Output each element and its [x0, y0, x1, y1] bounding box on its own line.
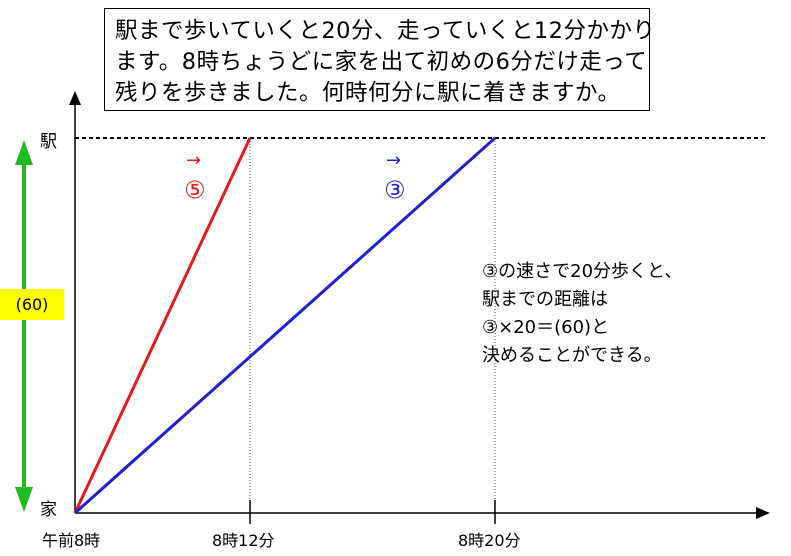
- x-axis-arrowhead: [756, 507, 770, 519]
- station-label: 駅: [40, 132, 57, 152]
- distance-arrow-top-head: [15, 140, 33, 165]
- problem-line-3: 残りを歩きました。何時何分に駅に着きますか。: [115, 80, 621, 106]
- problem-line-2: ます。8時ちょうどに家を出て初めの6分だけ走って: [115, 49, 648, 75]
- x-label-12min: 8時12分: [212, 531, 275, 550]
- problem-box: 駅まで歩いていくと20分、走っていくと12分かかり ます。8時ちょうどに家を出て…: [104, 8, 656, 111]
- walk-speed-arrow: →: [386, 150, 402, 171]
- x-label-start: 午前8時: [42, 531, 101, 550]
- home-label: 家: [40, 500, 57, 520]
- x-label-20min: 8時20分: [458, 531, 521, 550]
- explanation-line-2: 駅までの距離は: [482, 289, 608, 310]
- explanation-line-3: ③×20＝(60)と: [482, 317, 610, 338]
- explanation-line-4: 決めることができる。: [482, 345, 662, 366]
- problem-line-1: 駅まで歩いていくと20分、走っていくと12分かかり: [115, 18, 656, 44]
- walk-line: [74, 136, 496, 515]
- distance-tag: (60): [0, 289, 64, 320]
- y-axis-arrowhead: [69, 91, 81, 105]
- explanation-text: ③の速さで20分歩くと、 駅までの距離は ③×20＝(60)と 決めることができ…: [482, 258, 682, 370]
- run-speed-label: ⑤: [184, 176, 206, 204]
- walk-speed-label: ③: [384, 176, 406, 204]
- run-speed-arrow: →: [186, 150, 202, 171]
- distance-arrow-bottom-head: [15, 487, 33, 512]
- explanation-line-1: ③の速さで20分歩くと、: [482, 261, 683, 282]
- run-line: [73, 137, 252, 514]
